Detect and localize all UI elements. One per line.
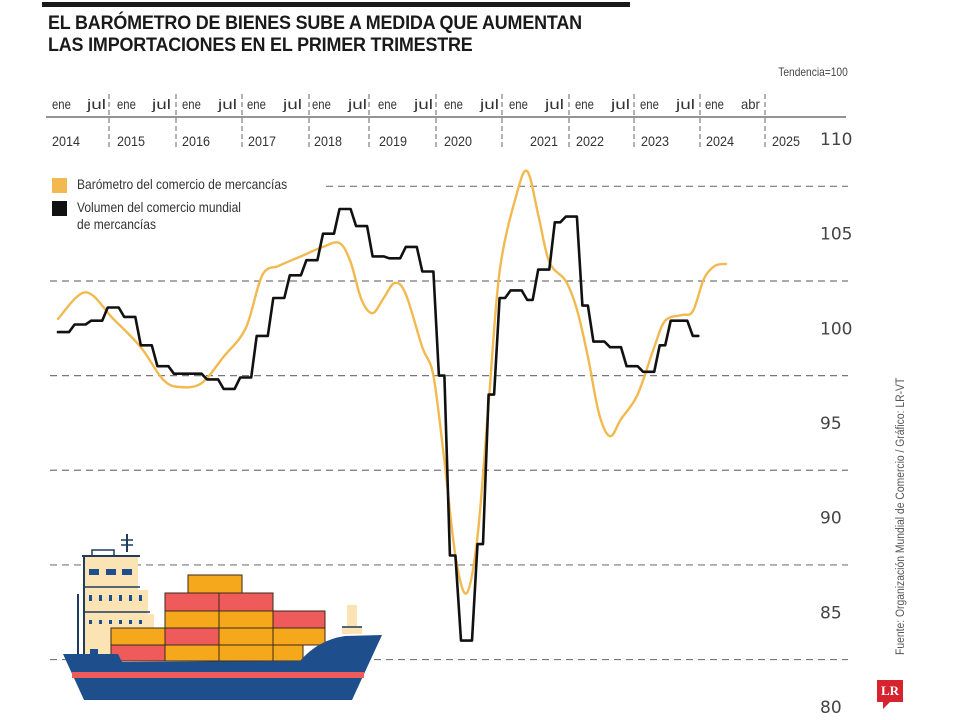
x-tick-label-year: 2025 — [772, 133, 800, 149]
legend-label-volume: Volumen del comercio mundial de mercancí… — [77, 199, 241, 232]
x-tick-label-year: 2020 — [444, 133, 472, 149]
x-tick-label-month: jul — [217, 96, 237, 112]
x-tick-label-month: jul — [151, 96, 171, 112]
title-line-2: LAS IMPORTACIONES EN EL PRIMER TRIMESTRE — [48, 34, 473, 56]
x-tick-label-month: jul — [675, 96, 695, 112]
ship-mast-front — [342, 605, 362, 634]
y-tick-label: 110 — [820, 130, 852, 150]
x-tick-label-month: ene — [509, 96, 528, 112]
x-tick-label-month: ene — [312, 96, 331, 112]
gridlines — [50, 185, 848, 661]
series-line-volume — [56, 207, 700, 642]
x-tick-label-year: 2022 — [576, 133, 604, 149]
x-tick-label-month: ene — [640, 96, 659, 112]
source-credit: Fuente: Organización Mundial de Comercio… — [895, 347, 907, 655]
y-tick-label: 105 — [820, 225, 852, 245]
y-tick-label: 80 — [820, 698, 842, 718]
ship-vent — [90, 649, 98, 655]
legend-swatch-volume — [52, 201, 67, 216]
x-tick-label-month: ene — [182, 96, 201, 112]
x-tick-label-month: ene — [444, 96, 463, 112]
x-tick-label-month: jul — [282, 96, 302, 112]
x-tick-label-year: 2021 — [530, 133, 558, 149]
lr-logo: LR — [877, 680, 903, 709]
chart-title: EL BARÓMETRO DE BIENES SUBE A MEDIDA QUE… — [48, 12, 600, 56]
x-tick-label-year: 2017 — [248, 133, 276, 149]
x-tick-label-year: 2019 — [379, 133, 407, 149]
x-axis: ene jul ene jul ene jul ene jul ene jul ene jul ene j… — [46, 94, 846, 149]
x-tick-label-month: abr — [741, 96, 760, 112]
top-rule — [42, 2, 630, 7]
ship-hull — [63, 635, 382, 700]
container-ship-illustration — [63, 534, 382, 700]
x-tick-label-month: jul — [479, 96, 499, 112]
x-tick-label-year: 2015 — [117, 133, 145, 149]
legend-item-barometer: Barómetro del comercio de mercancías — [52, 176, 321, 193]
x-tick-label-month: ene — [247, 96, 266, 112]
legend: Barómetro del comercio de mercancías Vol… — [52, 176, 321, 239]
y-axis: 110 105 100 95 90 85 80 — [820, 130, 852, 718]
y-tick-label: 100 — [820, 319, 852, 339]
x-tick-label-year: 2016 — [182, 133, 210, 149]
x-tick-label-month: jul — [86, 96, 106, 112]
legend-item-volume: Volumen del comercio mundial de mercancí… — [52, 199, 321, 233]
x-tick-label-month: ene — [575, 96, 594, 112]
x-tick-label-year: 2023 — [641, 133, 669, 149]
x-tick-label-month: jul — [413, 96, 433, 112]
series-line-barometer — [56, 169, 728, 595]
legend-label-barometer: Barómetro del comercio de mercancías — [77, 176, 288, 192]
x-tick-label-month: jul — [544, 96, 564, 112]
x-tick-label-month: jul — [347, 96, 367, 112]
source-credit-text: Fuente: Organización Mundial de Comercio… — [895, 377, 907, 655]
x-tick-label-month: ene — [378, 96, 397, 112]
series — [56, 169, 728, 642]
containers — [110, 574, 326, 662]
x-tick-label-year: 2024 — [706, 133, 734, 149]
x-tick-label-month: ene — [117, 96, 136, 112]
x-tick-label-month: ene — [705, 96, 724, 112]
y-tick-label: 85 — [820, 603, 842, 623]
x-tick-label-year: 2018 — [314, 133, 342, 149]
legend-swatch-barometer — [52, 178, 67, 193]
y-tick-label: 90 — [820, 509, 842, 529]
x-tick-label-month: jul — [610, 96, 630, 112]
y-tick-label: 95 — [820, 414, 842, 434]
hull-stripe — [72, 672, 364, 678]
x-tick-label-month: ene — [52, 96, 71, 112]
x-tick-label-year: 2014 — [52, 133, 80, 149]
unit-note: Tendencia=100 — [778, 65, 848, 79]
title-line-1: EL BARÓMETRO DE BIENES SUBE A MEDIDA QUE… — [48, 12, 582, 34]
